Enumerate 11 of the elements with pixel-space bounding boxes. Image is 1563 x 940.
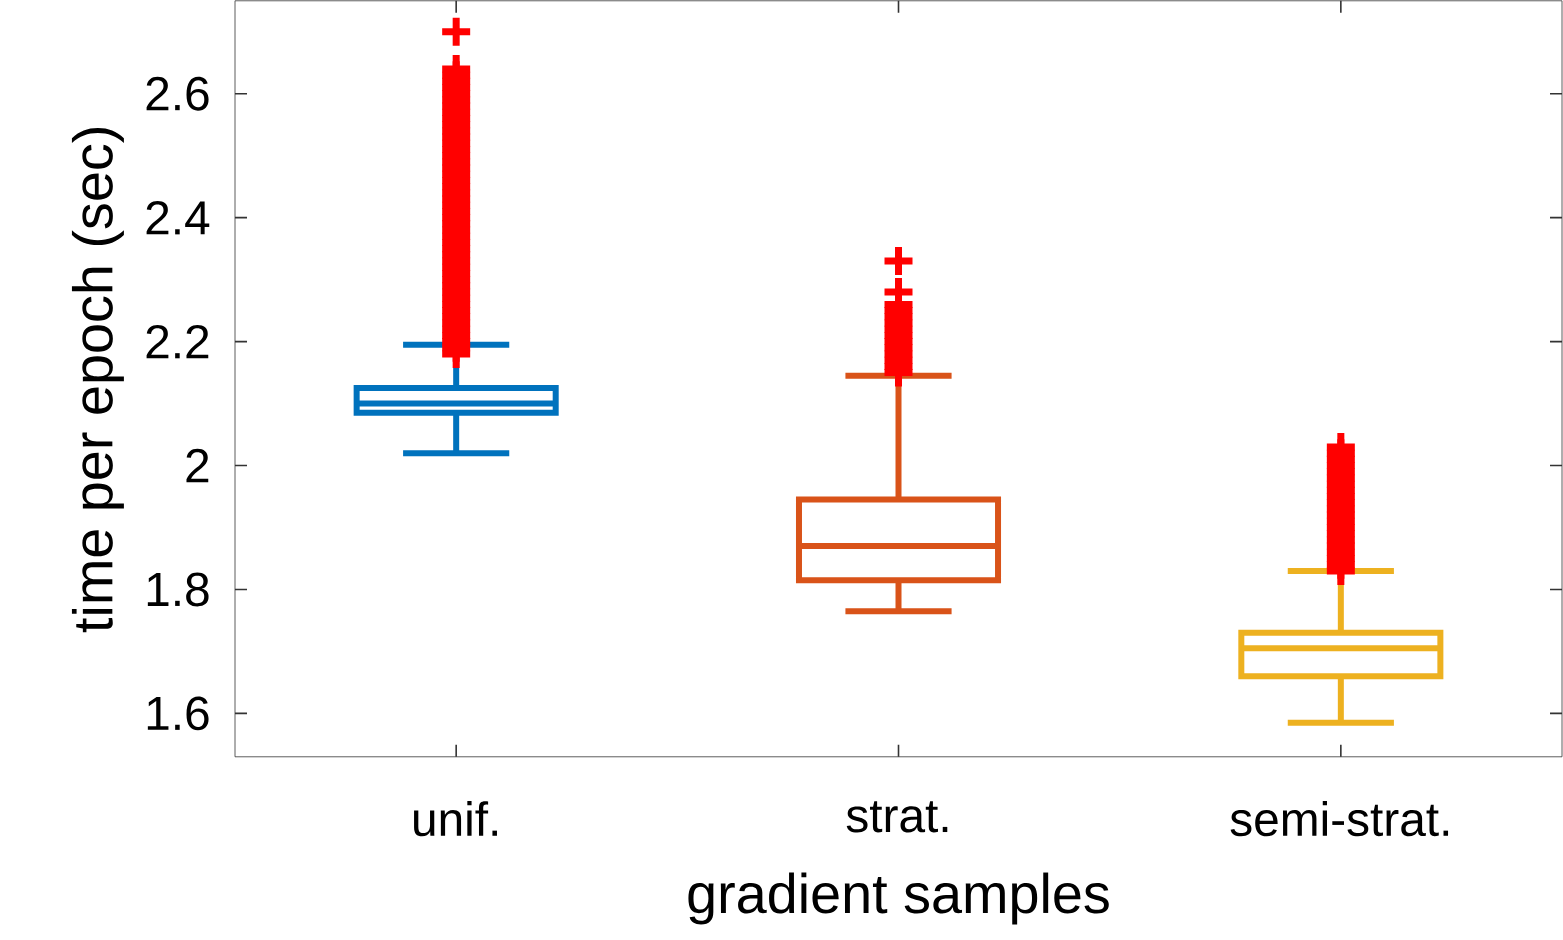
- y-axis-title: time per epoch (sec): [71, 127, 124, 632]
- y-tick-label: 2.2: [146, 324, 209, 359]
- x-tick-label: unif.: [414, 800, 497, 837]
- y-tick-label: 1.6: [147, 696, 209, 731]
- y-tick-label: 2.6: [146, 76, 209, 111]
- x-tick-label: strat.: [846, 800, 948, 833]
- y-tick-label: 1.8: [147, 572, 209, 607]
- x-axis-title: gradient samples: [688, 872, 1109, 925]
- x-tick-label: semi-strat.: [1230, 800, 1449, 837]
- y-tick-label: 2.4: [146, 200, 210, 235]
- y-tick-label: 2: [186, 448, 209, 483]
